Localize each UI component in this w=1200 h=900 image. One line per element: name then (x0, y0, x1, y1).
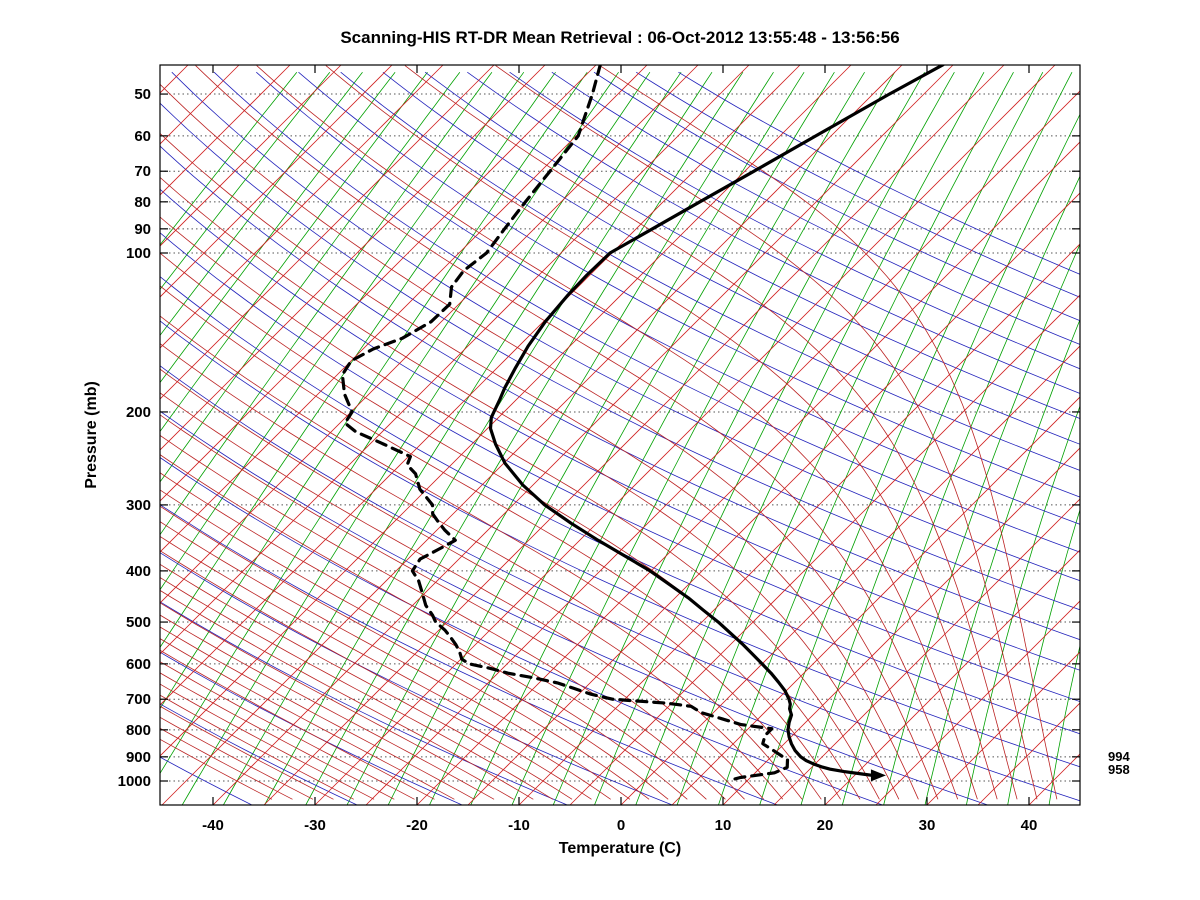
svg-text:800: 800 (126, 722, 151, 739)
svg-text:60: 60 (134, 128, 151, 145)
svg-text:80: 80 (134, 194, 151, 211)
svg-text:70: 70 (134, 163, 151, 180)
svg-text:20: 20 (817, 817, 834, 834)
svg-text:300: 300 (126, 497, 151, 514)
svg-text:50: 50 (134, 86, 151, 103)
svg-text:90: 90 (134, 221, 151, 238)
svg-text:-30: -30 (304, 817, 326, 834)
svg-text:994: 994 (1108, 749, 1130, 764)
svg-text:-10: -10 (508, 817, 530, 834)
svg-text:500: 500 (126, 614, 151, 631)
svg-text:-40: -40 (202, 817, 224, 834)
svg-text:30: 30 (919, 817, 936, 834)
x-axis-label: Temperature (C) (558, 840, 682, 857)
svg-text:200: 200 (126, 404, 151, 421)
chart-title: Scanning-HIS RT-DR Mean Retrieval : 06-O… (340, 28, 900, 47)
svg-text:-20: -20 (406, 817, 428, 834)
svg-text:700: 700 (126, 691, 151, 708)
svg-text:400: 400 (126, 563, 151, 580)
svg-text:900: 900 (126, 749, 151, 766)
svg-text:1000: 1000 (118, 773, 151, 790)
svg-text:958: 958 (1108, 762, 1130, 777)
svg-text:100: 100 (126, 245, 151, 262)
svg-text:600: 600 (126, 656, 151, 673)
svg-text:0: 0 (617, 817, 625, 834)
svg-text:10: 10 (715, 817, 732, 834)
svg-text:40: 40 (1021, 817, 1038, 834)
